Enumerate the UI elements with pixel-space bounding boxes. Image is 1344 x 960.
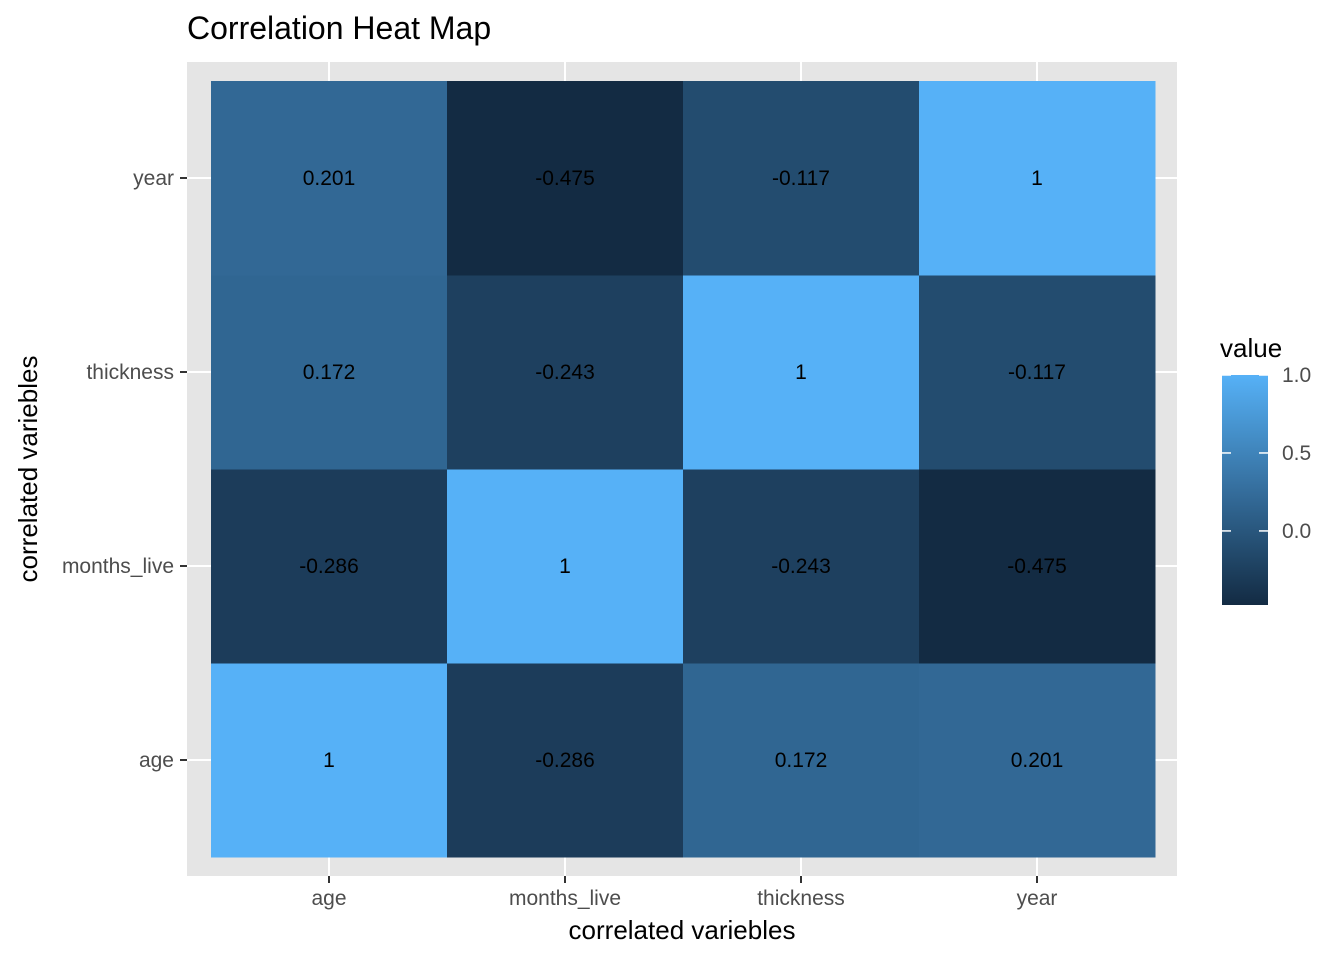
heatmap-cell	[683, 275, 920, 470]
x-tick-label: thickness	[757, 887, 845, 910]
cell-label: 1	[795, 361, 807, 384]
heatmap-cell	[919, 275, 1156, 470]
heatmap-cell	[447, 469, 684, 664]
x-tick-label: months_live	[509, 887, 621, 910]
legend-ticks: 1.0 0.5 0.0	[1222, 364, 1311, 543]
cell-value-labels: 1 -0.286 0.172 0.201 -0.286 1 -0.243 -0.475 0.17…	[299, 167, 1067, 772]
y-tick-label: thickness	[86, 361, 174, 384]
cell-label: -0.117	[1008, 361, 1066, 384]
legend-title: value	[1220, 333, 1282, 363]
heatmap-cell	[447, 275, 684, 470]
heatmap-cell	[211, 469, 448, 664]
cell-label: -0.243	[535, 361, 595, 384]
x-axis: age months_live thickness year	[311, 876, 1057, 910]
cell-label: 0.201	[1011, 749, 1064, 772]
heatmap-cell	[919, 663, 1156, 858]
cell-label: 0.172	[775, 749, 828, 772]
heatmap-cell	[447, 81, 684, 276]
heatmap-cell	[447, 663, 684, 858]
legend-tick-label: 0.5	[1282, 442, 1311, 465]
legend-colorbar	[1222, 375, 1268, 605]
cell-label: -0.286	[535, 749, 595, 772]
cell-label: 1	[1031, 167, 1043, 190]
legend: value 1.0 0.5 0.0	[1220, 333, 1311, 605]
x-tick-label: age	[311, 887, 346, 910]
heatmap-cell	[683, 469, 920, 664]
cell-label: 1	[323, 749, 335, 772]
heatmap-cells	[211, 81, 1156, 858]
x-tick-label: year	[1017, 887, 1058, 910]
heatmap-cell	[683, 663, 920, 858]
y-axis-title: correlated variebles	[13, 356, 43, 583]
heatmap-cell	[211, 663, 448, 858]
legend-tick-label: 0.0	[1282, 520, 1311, 543]
chart-title: Correlation Heat Map	[187, 10, 491, 46]
heatmap-cell	[683, 81, 920, 276]
cell-label: -0.243	[771, 555, 831, 578]
cell-label: -0.475	[535, 167, 595, 190]
heatmap-cell	[211, 275, 448, 470]
cell-label: 0.172	[303, 361, 356, 384]
y-tick-label: age	[139, 749, 174, 772]
legend-tick-label: 1.0	[1282, 364, 1311, 387]
cell-label: -0.117	[772, 167, 830, 190]
cell-label: -0.475	[1007, 555, 1067, 578]
cell-label: -0.286	[299, 555, 359, 578]
heatmap-cell	[919, 81, 1156, 276]
cell-label: 1	[559, 555, 571, 578]
cell-label: 0.201	[303, 167, 356, 190]
y-tick-label: months_live	[62, 555, 174, 578]
heatmap-cell	[919, 469, 1156, 664]
y-tick-label: year	[133, 167, 174, 190]
heatmap-cell	[211, 81, 448, 276]
x-axis-title: correlated variebles	[569, 915, 796, 945]
y-axis: age months_live thickness year	[62, 167, 187, 772]
